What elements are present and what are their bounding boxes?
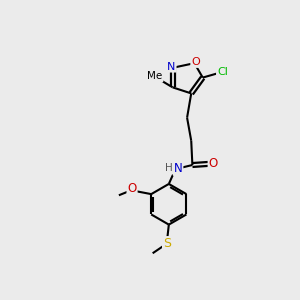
Text: N: N xyxy=(167,61,176,72)
Text: Me: Me xyxy=(147,71,163,82)
Text: H: H xyxy=(165,164,173,173)
Text: S: S xyxy=(163,237,171,250)
Text: N: N xyxy=(174,162,182,175)
Text: Cl: Cl xyxy=(217,67,228,77)
Text: O: O xyxy=(128,182,137,195)
Text: O: O xyxy=(191,57,200,67)
Text: O: O xyxy=(208,158,218,170)
